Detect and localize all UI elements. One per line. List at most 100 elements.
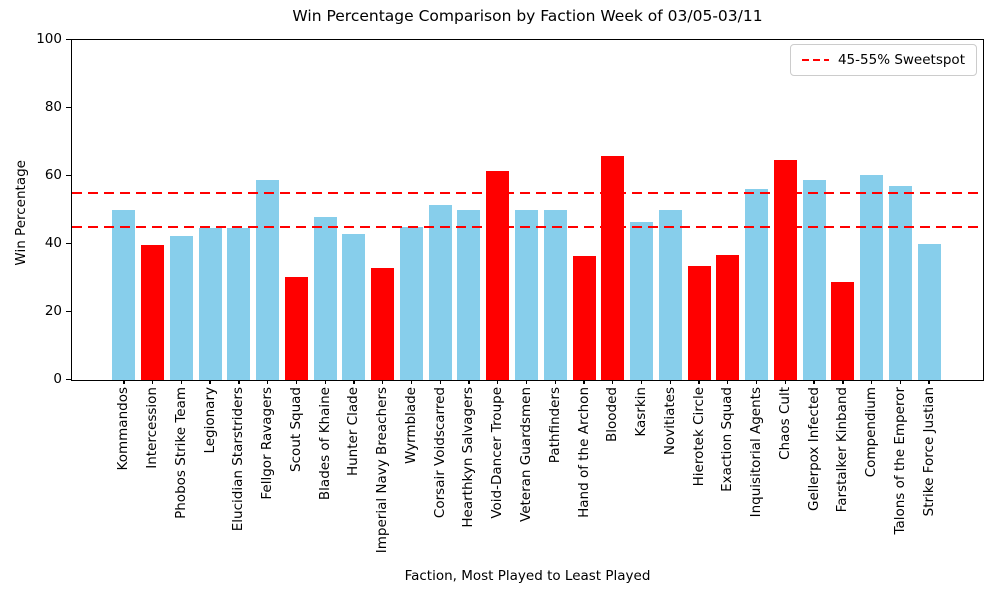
x-tick-label-inquisitorial-agents: Inquisitorial Agents	[748, 387, 765, 518]
x-tick	[842, 380, 844, 384]
bar-kasrkin	[630, 222, 654, 380]
x-tick	[669, 380, 671, 384]
x-tick	[870, 380, 873, 384]
bar-corsair-voidscarred	[428, 205, 452, 380]
x-tick	[583, 380, 585, 384]
x-tick-label-fellgor-ravagers: Fellgor Ravagers	[259, 387, 276, 500]
x-tick-label-corsair-voidscarred: Corsair Voidscarred	[431, 387, 448, 519]
bar-blooded	[601, 155, 625, 380]
x-tick-label-void-dancer-troupe: Void-Dancer Troupe	[489, 387, 506, 519]
x-tick-label-imperial-navy-breachers: Imperial Navy Breachers	[374, 387, 391, 554]
x-tick	[324, 380, 326, 384]
bar-intercession	[141, 245, 165, 380]
bar-farstalker-kinband	[831, 282, 855, 380]
x-tick-label-phobos-strike-team: Phobos Strike Team	[172, 387, 189, 519]
x-tick-label-legionary: Legionary	[201, 387, 218, 454]
x-tick-label-hierotek-circle: Hierotek Circle	[690, 387, 707, 487]
x-tick	[353, 380, 355, 384]
legend: 45-55% Sweetspot	[789, 44, 977, 76]
x-tick	[928, 380, 930, 384]
x-tick-label-compendium: Compendium	[863, 387, 880, 478]
bar-phobos-strike-team	[169, 236, 193, 380]
bar-pathfinders	[543, 210, 567, 380]
bar-veteran-guardsmen	[515, 210, 538, 380]
bar-compendium	[860, 175, 884, 380]
x-tick-label-chaos-cult: Chaos Cult	[776, 387, 793, 460]
x-tick-label-blades-of-khaine: Blades of Khaine	[316, 387, 333, 501]
x-tick	[899, 380, 902, 384]
y-tick	[66, 38, 71, 40]
x-tick-label-elucidian-starstriders: Elucidian Starstriders	[230, 387, 247, 532]
bar-hunter-clade	[342, 234, 366, 380]
bar-hearthkyn-salvagers	[457, 210, 481, 380]
x-tick	[612, 380, 614, 384]
x-tick-label-novitiates: Novitiates	[661, 387, 678, 456]
x-tick-label-intercession: Intercession	[144, 387, 161, 469]
y-tick-label: 20	[44, 302, 62, 319]
y-tick	[66, 174, 71, 176]
bar-fellgor-ravagers	[256, 180, 280, 380]
legend-label: 45-55% Sweetspot	[837, 52, 965, 68]
bar-talons-of-the-emperor	[888, 185, 912, 380]
bar-elucidian-starstriders	[227, 228, 251, 380]
x-tick	[266, 380, 269, 384]
y-tick-label: 100	[36, 30, 62, 47]
x-tick	[698, 380, 700, 384]
x-tick-label-hearthkyn-salvagers: Hearthkyn Salvagers	[460, 387, 477, 528]
y-tick-label: 60	[44, 166, 62, 183]
bar-hand-of-the-archon	[572, 256, 596, 380]
bar-gellerpox-infected	[802, 180, 826, 380]
x-tick	[525, 380, 528, 384]
dashed-line-sample-icon	[801, 59, 829, 61]
reference-line-55	[72, 192, 983, 194]
bar-wyrmblade	[399, 227, 423, 380]
x-tick-label-kommandos: Kommandos	[115, 387, 132, 471]
bar-kommandos	[112, 210, 136, 380]
bar-exaction-squad	[716, 254, 740, 380]
x-tick	[640, 380, 643, 384]
x-axis-label: Faction, Most Played to Least Played	[404, 568, 651, 584]
bar-scout-squad	[284, 276, 308, 380]
x-tick-label-blooded: Blooded	[604, 387, 621, 442]
x-tick-label-hand-of-the-archon: Hand of the Archon	[575, 387, 592, 518]
y-tick-label: 40	[44, 234, 62, 251]
x-tick	[123, 380, 125, 384]
x-tick-label-pathfinders: Pathfinders	[546, 387, 563, 464]
x-tick-label-talons-of-the-emperor: Talons of the Emperor	[891, 387, 908, 535]
x-tick	[209, 380, 211, 384]
x-tick-label-strike-force-justian: Strike Force Justian	[920, 387, 937, 517]
x-tick-label-wyrmblade: Wyrmblade	[402, 387, 419, 465]
x-tick	[410, 380, 413, 384]
x-tick-label-kasrkin: Kasrkin	[633, 387, 650, 437]
bar-chaos-cult	[773, 160, 797, 380]
x-tick	[784, 380, 786, 384]
x-tick	[238, 380, 240, 384]
reference-line-45	[72, 226, 983, 228]
bar-void-dancer-troupe	[486, 170, 510, 380]
y-tick	[66, 106, 71, 108]
x-tick-label-gellerpox-infected: Gellerpox Infected	[805, 387, 822, 512]
y-tick	[66, 310, 71, 312]
bar-inquisitorial-agents	[745, 188, 769, 380]
bar-hierotek-circle	[687, 266, 711, 380]
plot-area	[71, 39, 984, 381]
x-tick	[295, 380, 298, 384]
bar-novitiates	[658, 210, 682, 380]
x-tick	[439, 380, 441, 384]
x-tick-label-farstalker-kinband: Farstalker Kinband	[834, 387, 851, 513]
x-tick	[727, 380, 729, 384]
x-tick	[813, 380, 815, 384]
bar-imperial-navy-breachers	[371, 268, 395, 380]
x-tick	[382, 380, 384, 384]
bar-blades-of-khaine	[313, 217, 337, 380]
x-tick	[180, 380, 183, 384]
y-tick	[66, 242, 71, 244]
y-tick	[66, 378, 71, 380]
x-tick	[554, 380, 556, 384]
x-tick	[151, 380, 154, 384]
x-tick-label-veteran-guardsmen: Veteran Guardsmen	[518, 387, 534, 522]
y-tick-label: 80	[44, 98, 62, 115]
bar-legionary	[198, 228, 222, 380]
chart-title: Win Percentage Comparison by Faction Wee…	[292, 7, 763, 25]
